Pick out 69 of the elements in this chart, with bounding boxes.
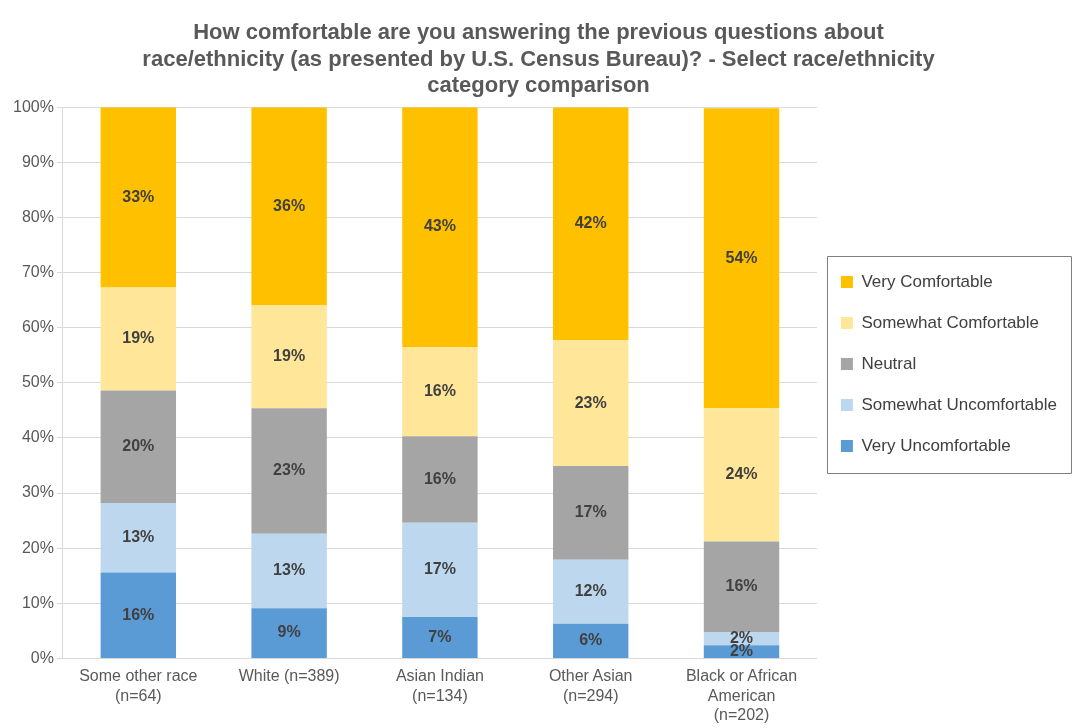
data-label: 17%: [423, 560, 456, 578]
bar: [553, 559, 629, 624]
data-label: 7%: [428, 627, 452, 645]
data-label: 54%: [725, 248, 758, 266]
bar: [100, 287, 177, 391]
legend-label: Very Comfortable: [861, 271, 993, 291]
data-label: 23%: [574, 393, 607, 411]
data-label: 16%: [423, 469, 456, 487]
y-tick-label: 30%: [21, 483, 54, 501]
data-label: 19%: [273, 347, 306, 365]
bar: [100, 502, 177, 573]
legend-label: Somewhat Uncomfortable: [861, 394, 1057, 414]
data-label: 33%: [122, 187, 155, 205]
bar: [100, 390, 177, 503]
data-label: 43%: [423, 217, 456, 235]
data-label: 9%: [277, 623, 301, 641]
bar: [553, 107, 629, 341]
bar: [251, 107, 327, 306]
bar: [251, 305, 327, 409]
y-tick-label: 90%: [21, 152, 54, 170]
data-label: 20%: [122, 437, 155, 455]
bar: [251, 408, 327, 534]
data-label: 6%: [579, 631, 603, 649]
data-label: 16%: [725, 577, 758, 595]
data-label: 13%: [273, 561, 306, 579]
y-tick-label: 0%: [30, 648, 54, 666]
y-tick-label: 80%: [21, 207, 54, 225]
x-tick-label: Asian Indian (n=134): [395, 667, 484, 704]
bar: [703, 541, 780, 632]
bar: [402, 522, 478, 618]
y-tick-label: 20%: [21, 538, 54, 556]
data-label: 2%: [729, 628, 754, 646]
data-label: 13%: [122, 528, 155, 546]
bar: [402, 436, 478, 523]
data-label: 19%: [122, 329, 155, 347]
bar: [553, 623, 629, 658]
bar: [553, 466, 629, 560]
x-tick-label: Some other race (n=64): [79, 667, 198, 704]
data-label: 16%: [423, 382, 456, 400]
chart-title: How comfortable are you answering the previous questions about race/ethnicity (as presented by U.S. Census Bureau)? - Select race/ethnicity category comparison: [142, 19, 936, 98]
y-tick-label: 40%: [21, 428, 54, 446]
x-tick-label: Other Asian (n=294): [548, 667, 633, 704]
data-label: 23%: [273, 461, 306, 479]
bar: [402, 346, 478, 437]
data-label: 36%: [273, 196, 306, 214]
y-tick-label: 10%: [21, 593, 54, 611]
x-tick-label: Black or African American (n=202): [685, 667, 798, 723]
legend-label: Neutral: [861, 353, 917, 373]
y-tick-label: 60%: [21, 318, 54, 336]
bar: [251, 608, 327, 658]
data-label: 16%: [122, 605, 155, 623]
bar: [100, 572, 177, 658]
bar: [553, 340, 629, 467]
bar: [251, 533, 327, 609]
bar: [100, 107, 177, 288]
bar: [703, 108, 780, 409]
x-tick-label: White (n=389): [238, 667, 340, 685]
bar: [402, 617, 478, 658]
bar: [703, 408, 780, 542]
y-tick-label: 100%: [13, 97, 54, 115]
y-tick-label: 70%: [21, 262, 54, 280]
legend-label: Very Uncomfortable: [861, 435, 1011, 455]
data-label: 24%: [725, 465, 758, 483]
legend-label: Somewhat Comfortable: [861, 312, 1040, 332]
y-tick-label: 50%: [21, 373, 54, 391]
bar: [402, 107, 478, 347]
data-label: 12%: [574, 582, 607, 600]
data-label: 17%: [574, 503, 607, 521]
data-label: 42%: [574, 214, 607, 232]
